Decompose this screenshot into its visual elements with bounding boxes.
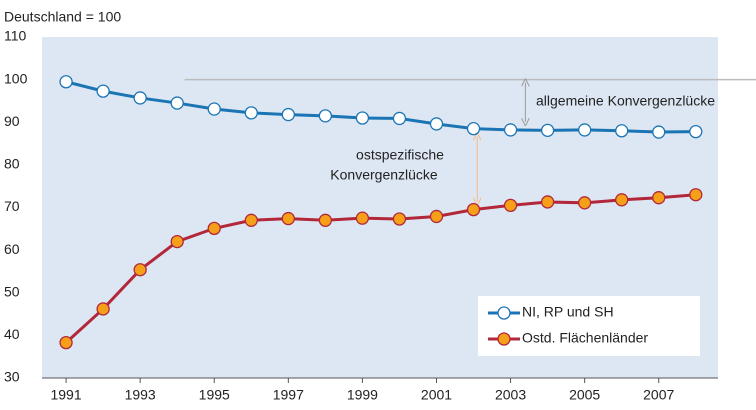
- point: [466, 202, 481, 217]
- x-tick-label: 1995: [199, 387, 230, 403]
- y-tick-label: 40: [4, 326, 20, 342]
- annotation: ostspezifische: [356, 147, 444, 163]
- point: [59, 335, 73, 350]
- y-tick-label: 80: [4, 156, 20, 172]
- point: [133, 263, 147, 277]
- point: [503, 123, 518, 137]
- y-tick-label: 30: [4, 369, 20, 385]
- annotation: allgemeine Konvergenzlücke: [536, 93, 715, 109]
- legend-marker: [497, 306, 511, 320]
- point: [244, 106, 258, 120]
- x-tick-label: 2007: [643, 387, 674, 403]
- point: [429, 209, 444, 224]
- legend-label: Ostd. Flächenländer: [522, 330, 648, 346]
- x-tick-label: 2005: [569, 387, 600, 403]
- x-tick-label: 2003: [495, 387, 526, 403]
- point: [170, 234, 184, 249]
- point: [133, 91, 147, 105]
- point: [392, 111, 407, 126]
- y-tick-label: 70: [4, 198, 20, 214]
- point: [244, 213, 258, 227]
- point: [615, 124, 629, 138]
- point: [170, 96, 184, 110]
- point: [59, 75, 73, 89]
- x-tick-label: 1997: [273, 387, 304, 403]
- point: [96, 302, 110, 316]
- y-tick-label: 50: [4, 283, 20, 299]
- x-tick-label: 2001: [421, 387, 452, 403]
- x-tick-label: 1993: [125, 387, 156, 403]
- point: [207, 221, 221, 236]
- point: [689, 188, 703, 202]
- y-tick-label: 60: [4, 241, 20, 257]
- legend-marker: [497, 332, 511, 346]
- point: [281, 107, 295, 122]
- point: [429, 117, 444, 131]
- point: [355, 111, 370, 125]
- annotation: Konvergenzlücke: [330, 167, 438, 183]
- point: [540, 123, 555, 137]
- x-tick-label: 1999: [347, 387, 378, 403]
- point: [355, 211, 370, 225]
- y-axis-label: Deutschland = 100: [4, 9, 121, 25]
- point: [578, 196, 592, 210]
- point: [578, 123, 592, 137]
- y-tick-label: 100: [4, 70, 28, 86]
- point: [503, 198, 518, 213]
- point: [652, 125, 666, 139]
- x-tick-label: 1991: [50, 387, 81, 403]
- point: [615, 193, 629, 207]
- point: [96, 84, 110, 98]
- point: [318, 213, 333, 227]
- point: [466, 121, 481, 136]
- point: [207, 102, 221, 116]
- legend-label: NI, RP und SH: [522, 304, 614, 320]
- point: [392, 212, 407, 226]
- point: [540, 195, 555, 209]
- point: [652, 191, 666, 205]
- y-tick-label: 90: [4, 113, 20, 129]
- y-tick-label: 110: [4, 28, 27, 44]
- point: [318, 109, 333, 123]
- point: [281, 211, 295, 226]
- legend: [478, 296, 700, 356]
- point: [689, 124, 703, 139]
